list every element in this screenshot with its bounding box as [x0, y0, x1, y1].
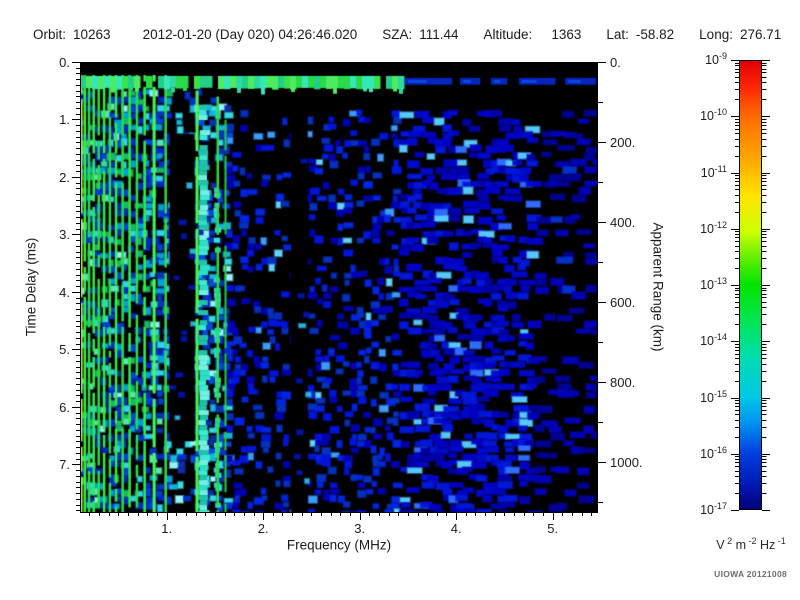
y-axis-tick-label: 7. — [59, 457, 70, 473]
header-field: SZA: 111.44 — [382, 27, 458, 42]
y2-axis-tick-label: 400. — [610, 215, 636, 230]
x-axis-tick-label: 5. — [547, 521, 559, 536]
y2-axis-tick-label: 600. — [610, 295, 636, 310]
y-axis-title-left: Time Delay (ms) — [23, 237, 39, 337]
x-axis-tick-label: 3. — [354, 521, 366, 536]
colorbar-unit-label: V 2 m -2 Hz -1 — [716, 536, 786, 553]
header-field-label: Orbit: — [33, 27, 67, 42]
header-field-value: 10263 — [73, 27, 111, 42]
header-field-label: Lat: — [606, 27, 629, 42]
header-field-value: 1363 — [551, 27, 582, 42]
header-field: Lat: -58.82 — [606, 27, 674, 42]
header-field-value: 2012-01-20 (Day 020) 04:26:46.020 — [142, 27, 358, 42]
x-axis-tick-label: 2. — [257, 521, 269, 536]
credit-text: UIOWA 20121008 — [714, 569, 787, 579]
colorbar-tick-label: 10-15 — [700, 388, 727, 405]
y-axis-title-right: Apparent Range (km) — [650, 222, 666, 352]
colorbar-tick-label: 10-10 — [700, 107, 727, 124]
header-info-bar: Orbit: 10263 2012-01-20 (Day 020) 04:26:46… — [33, 27, 781, 42]
header-field: Altitude: 1363 — [484, 27, 582, 42]
x-axis-tick-label: 1. — [161, 521, 173, 536]
y-axis-tick-label: 0. — [59, 55, 70, 70]
header-field-value: 111.44 — [419, 27, 459, 42]
x-axis-tick-label: 4. — [450, 521, 462, 536]
y2-axis-tick-label: 1000. — [610, 455, 643, 470]
header-field-value: 276.71 — [739, 27, 782, 42]
y-axis-tick-label: 1. — [59, 112, 70, 128]
colorbar-tick-label: 10-13 — [700, 276, 727, 293]
colorbar-tick-label: 10-12 — [700, 219, 727, 236]
x-axis-title: Frequency (MHz) — [286, 537, 392, 553]
header-field-value: -58.82 — [635, 27, 675, 42]
header-field: 2012-01-20 (Day 020) 04:26:46.020 — [136, 27, 358, 42]
header-field: Orbit: 10263 — [33, 27, 111, 42]
colorbar-tick-label: 10-14 — [700, 332, 727, 349]
y-axis-tick-label: 3. — [59, 227, 70, 243]
plot-frame — [80, 62, 598, 513]
colorbar-tick-label: 10-17 — [700, 501, 727, 518]
y-axis-tick-label: 6. — [59, 399, 70, 415]
y2-axis-tick-label: 200. — [610, 135, 636, 150]
y-axis-tick-label: 4. — [59, 284, 70, 300]
y2-axis-tick-label: 800. — [610, 375, 636, 390]
colorbar-tick-label: 10-9 — [705, 51, 727, 68]
y-axis-tick-label: 5. — [59, 342, 70, 358]
colorbar-tick-label: 10-16 — [700, 444, 727, 461]
colorbar — [739, 60, 762, 510]
y-axis-tick-label: 2. — [59, 169, 70, 185]
header-field: Long: 276.71 — [699, 27, 781, 42]
header-field-label: SZA: — [382, 27, 413, 42]
header-field-label: Altitude: — [483, 27, 533, 42]
header-field-label: Long: — [699, 27, 733, 42]
spectrogram-canvas — [80, 62, 598, 512]
y2-axis-tick-label: 0. — [610, 55, 621, 70]
colorbar-tick-label: 10-11 — [700, 163, 727, 180]
